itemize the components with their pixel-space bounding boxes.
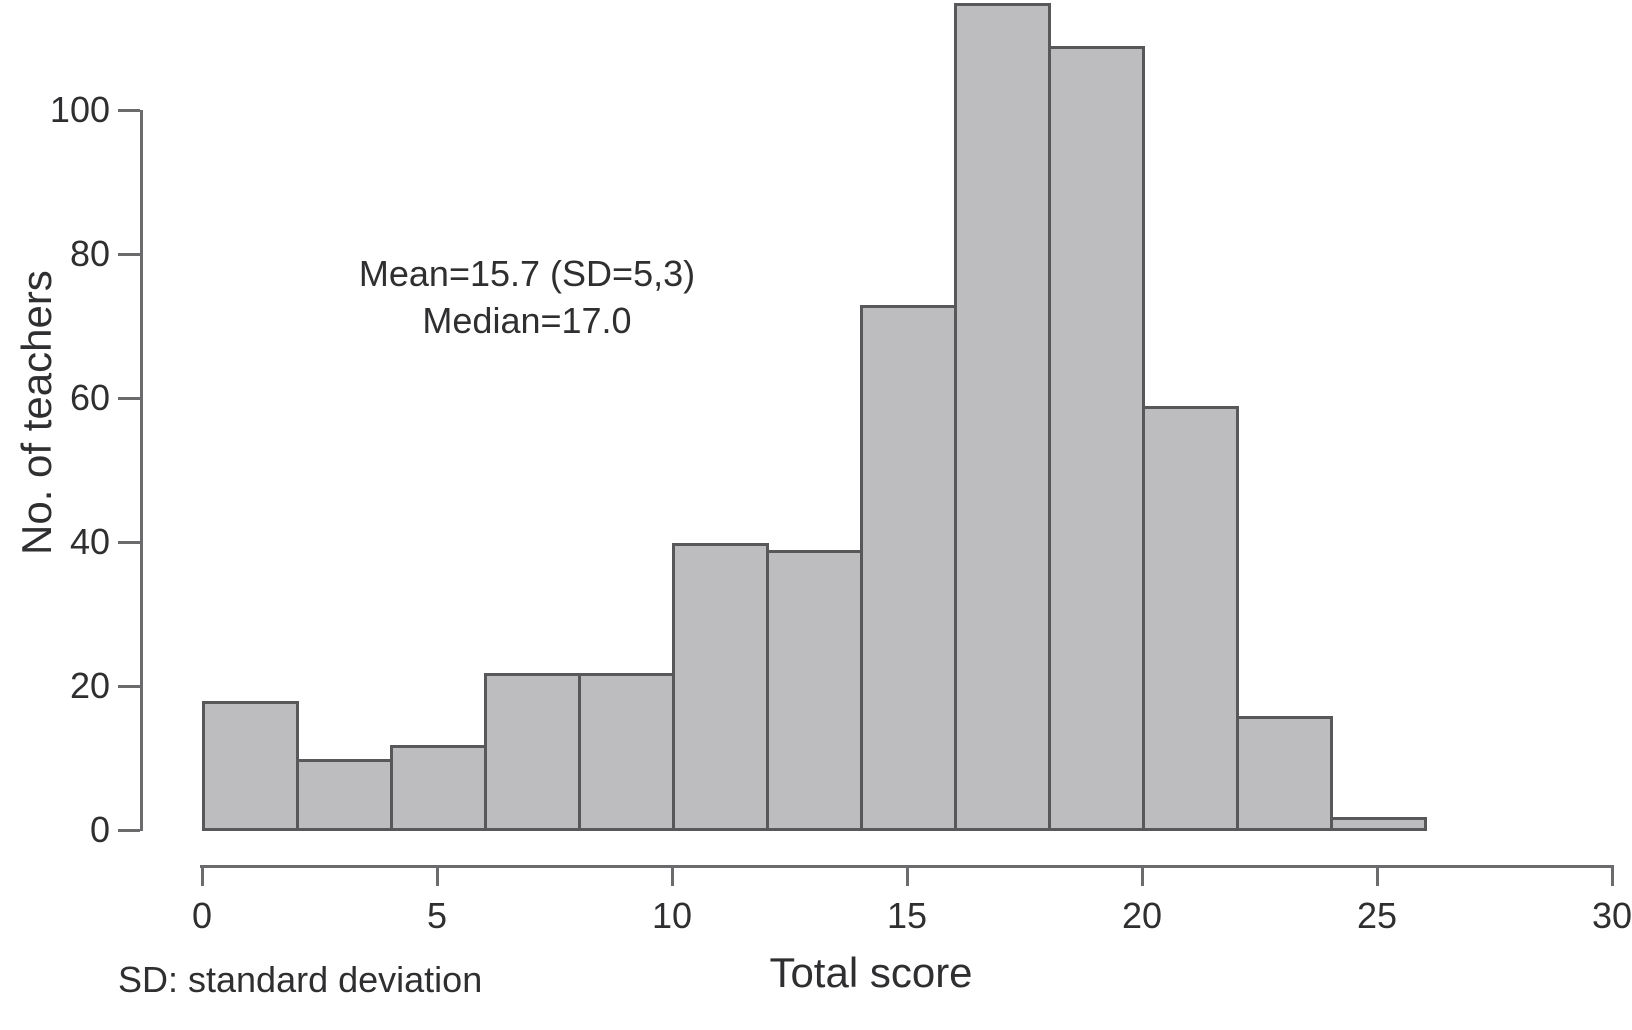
y-tick: [118, 109, 140, 112]
y-axis-title: No. of teachers: [13, 270, 60, 555]
histogram-bar: [860, 305, 957, 831]
histogram-bar: [484, 672, 581, 831]
y-tick: [118, 829, 140, 832]
x-tick: [1611, 865, 1614, 886]
histogram-bar: [954, 3, 1051, 831]
y-tick: [118, 397, 140, 400]
x-tick-label: 10: [651, 895, 693, 936]
mean-annotation-line: Mean=15.7 (SD=5,3): [358, 253, 696, 294]
histogram-bar: [296, 759, 393, 831]
y-tick-label: 60: [69, 377, 110, 418]
sd-footnote: SD: standard deviation: [118, 959, 483, 1000]
x-tick-label: 20: [1121, 895, 1163, 936]
x-tick: [1376, 865, 1379, 886]
histogram-bar: [672, 543, 769, 831]
median-annotation-line: Median=17.0: [422, 300, 632, 341]
y-tick-label: 80: [69, 233, 110, 274]
x-tick: [436, 865, 439, 886]
x-tick-label: 5: [426, 895, 448, 936]
x-tick: [671, 865, 674, 886]
histogram-bar: [390, 744, 487, 831]
histogram-bar: [766, 550, 863, 831]
histogram-bar: [578, 672, 675, 831]
x-axis-title: Total score: [769, 949, 973, 996]
x-tick: [201, 865, 204, 886]
x-tick-label: 15: [886, 895, 928, 936]
y-tick: [118, 541, 140, 544]
x-tick-label: 25: [1356, 895, 1398, 936]
y-tick-label: 40: [69, 521, 110, 562]
x-tick-label: 30: [1591, 895, 1632, 936]
y-tick-label: 0: [89, 809, 110, 850]
y-tick-label: 20: [69, 665, 110, 706]
stats-annotation: Mean=15.7 (SD=5,3) Median=17.0: [359, 250, 695, 344]
y-axis-line: [140, 110, 143, 831]
histogram-bar: [1048, 46, 1145, 831]
histogram-bar: [1236, 715, 1333, 831]
x-tick: [1141, 865, 1144, 886]
x-tick: [906, 865, 909, 886]
histogram-bar: [1142, 406, 1239, 831]
histogram-bar: [1330, 816, 1427, 831]
histogram-bar: [202, 701, 299, 831]
y-tick-label: 100: [49, 89, 110, 130]
y-tick: [118, 253, 140, 256]
x-tick-label: 0: [191, 895, 213, 936]
y-tick: [118, 685, 140, 688]
